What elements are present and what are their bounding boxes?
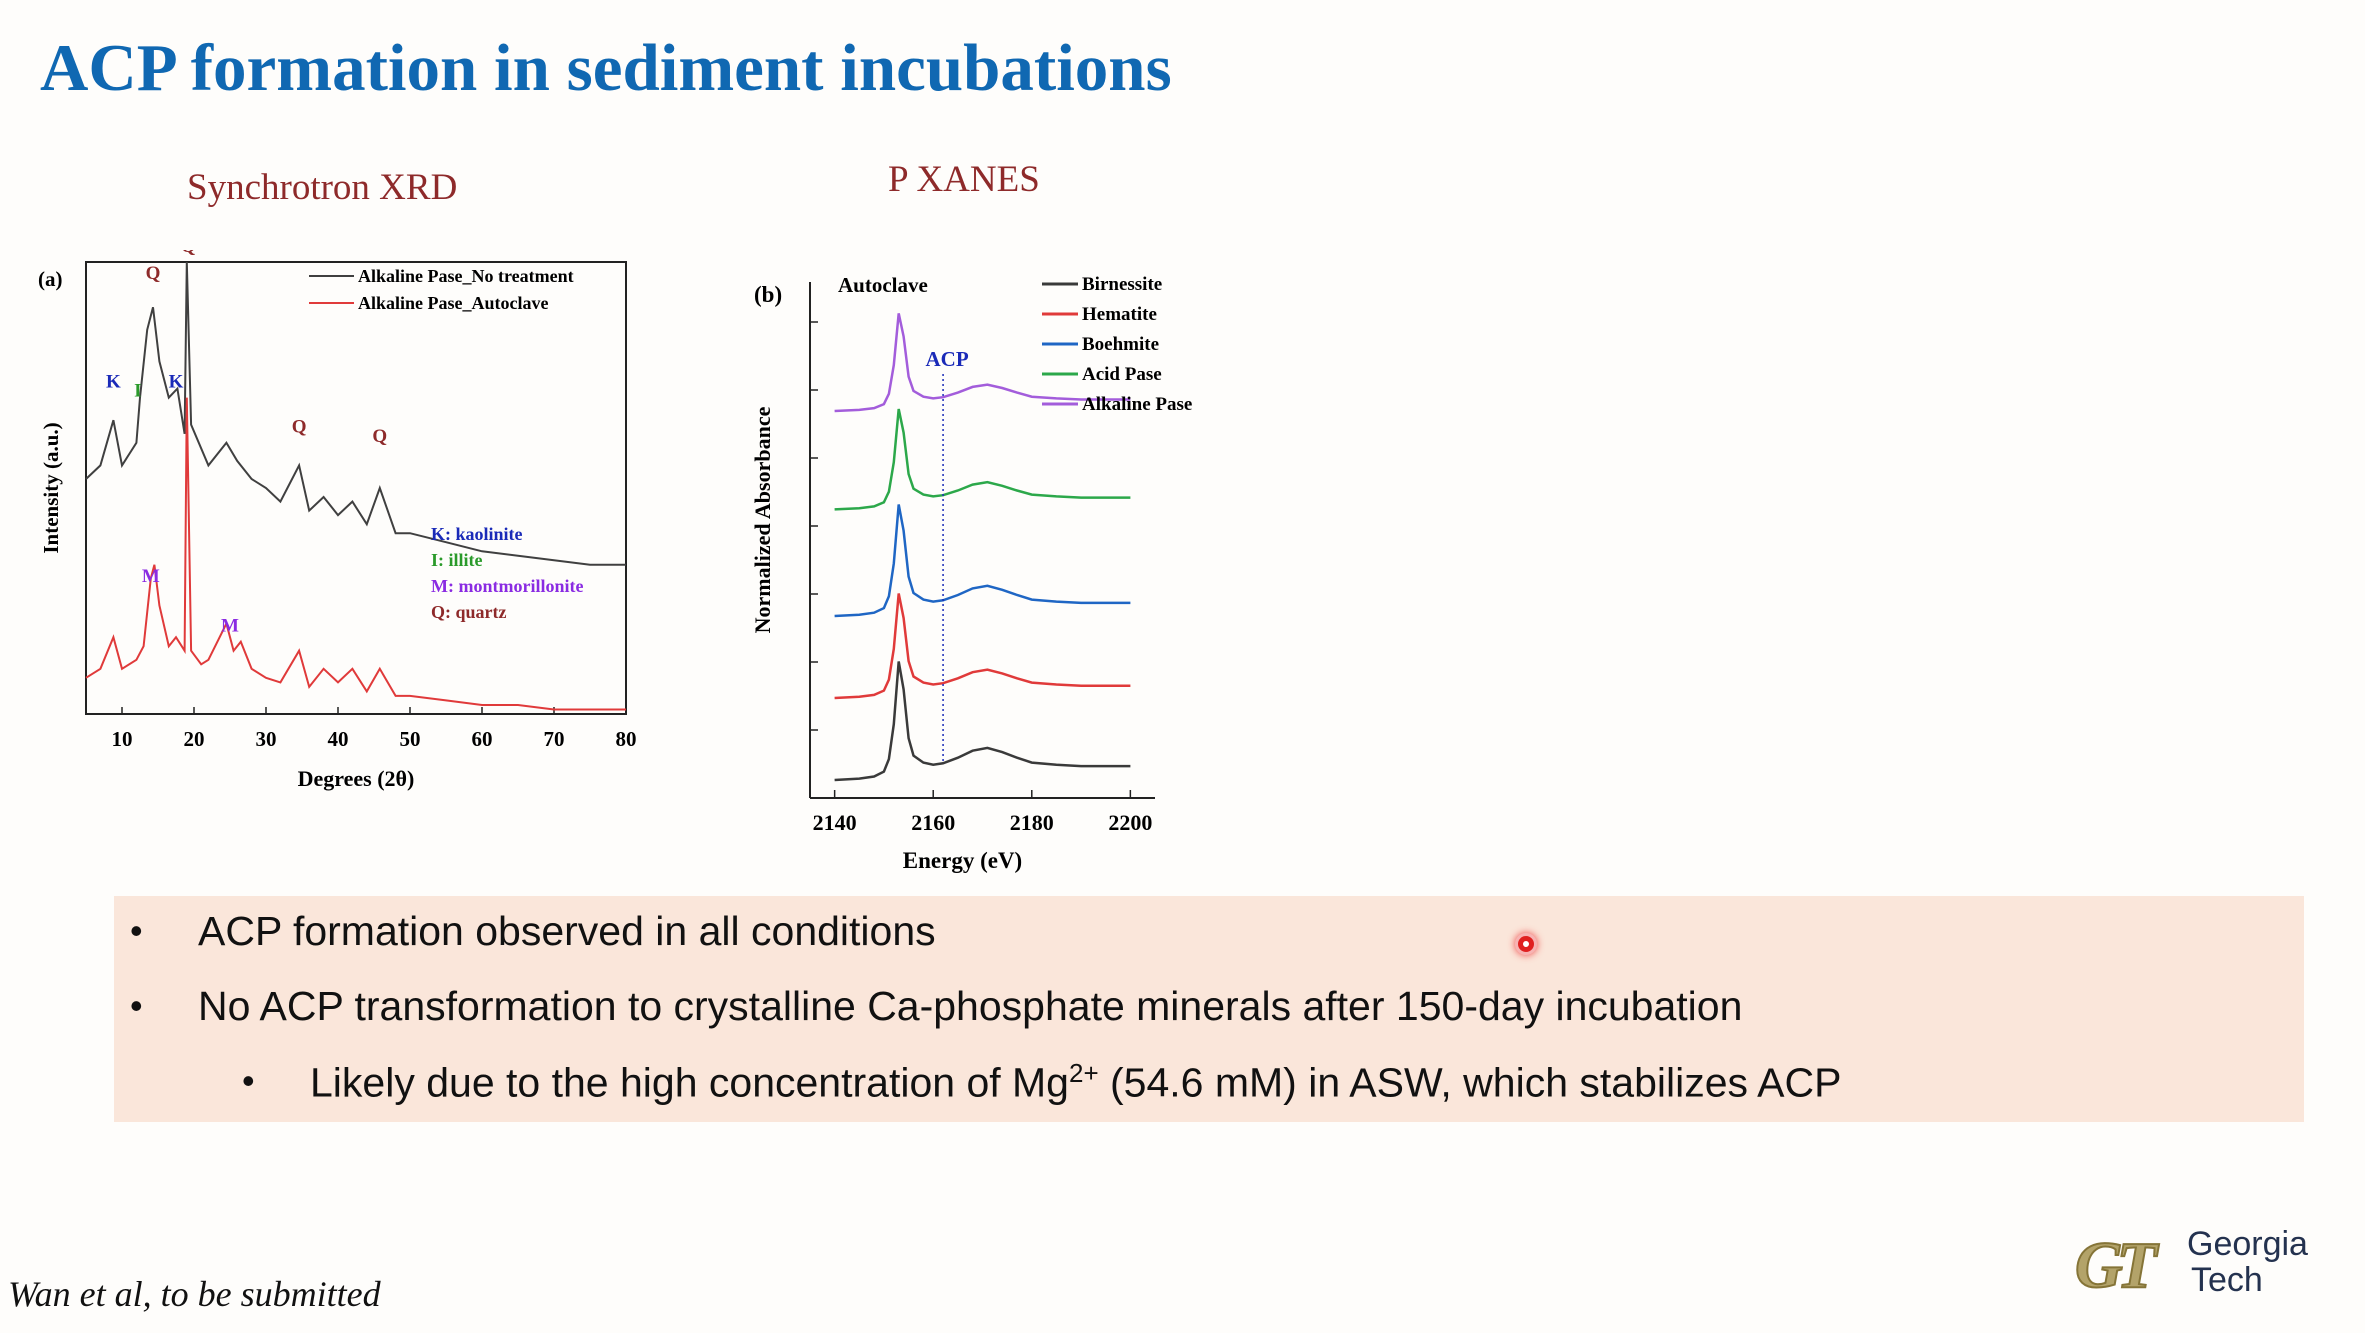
bullet-text-2: No ACP transformation to crystalline Ca-… [198,983,1743,1029]
xrd-x-tick-label: 10 [112,727,133,751]
xrd-phase-key-item: I: illite [431,550,483,570]
slide-title: ACP formation in sediment incubations [40,31,1172,105]
xanes-x-tick-label: 2200 [1108,810,1152,835]
citation: Wan et al, to be submitted [8,1274,381,1314]
bullet-dot: • [130,910,143,951]
bullet-text-1: ACP formation observed in all conditions [198,908,936,954]
xrd-legend-label: Alkaline Pase_No treatment [358,266,574,286]
xanes-y-axis-label: Normalized Absorbance [750,406,775,633]
xrd-x-tick-label: 60 [472,727,493,751]
xanes-x-tick-label: 2140 [813,810,857,835]
xrd-peak-label: K [169,372,184,393]
xrd-phase-key-item: K: kaolinite [431,524,523,544]
bullet-box: • ACP formation observed in all conditio… [114,896,2304,1122]
xrd-y-axis-label: Intensity (a.u.) [39,422,63,553]
bullet-dot: • [130,985,143,1026]
bullet-text-3-prefix: Likely due to the high concentration of … [310,1059,1069,1106]
xanes-panel-heading: P XANES [888,159,1040,200]
xanes-panel-label: (b) [754,282,782,307]
xrd-legend-label: Alkaline Pase_Autoclave [358,293,549,313]
xanes-legend-label: Boehmite [1082,334,1159,355]
xrd-x-tick-label: 50 [400,727,421,751]
gt-monogram-icon: GT [2074,1228,2158,1303]
xrd-plot-frame [85,261,627,715]
xanes-x-axis-label: Energy (eV) [903,848,1022,873]
xanes-annotation: Autoclave [838,273,928,297]
logo-word-tech: Tech [2191,1261,2263,1299]
xrd-peak-label: Q [292,417,307,438]
xanes-series-line [834,504,1131,618]
xanes-series-line [834,593,1131,700]
xrd-peak-label: M [221,616,239,637]
mg-superscript: 2+ [1068,1058,1099,1088]
logo-word-georgia: Georgia [2187,1225,2308,1263]
xanes-series-line [834,661,1131,782]
xanes-legend-label: Hematite [1082,304,1157,325]
xrd-series-line [85,261,626,566]
xrd-chart: (a) 10 20 30 40 50 60 70 80 Degrees (2θ) Intensity… [38,250,637,791]
xrd-peak-label: I [134,381,141,402]
xanes-series-line [834,408,1131,511]
xrd-series-line [85,397,626,711]
xanes-x-tick-label: 2180 [1010,810,1054,835]
xrd-x-tick-label: 70 [544,727,565,751]
xanes-chart: 2140 2160 2180 2200 Energy (eV) Normalized Ab… [750,273,1192,873]
xrd-panel-heading: Synchrotron XRD [187,167,458,208]
xrd-x-tick-label: 30 [256,727,277,751]
xrd-phase-key-item: M: montmorillonite [431,576,583,596]
xanes-legend-label: Acid Pase [1082,364,1162,385]
xrd-x-axis-label: Degrees (2θ) [298,766,415,791]
sub-bullet-dot: • [242,1060,255,1101]
xanes-legend-label: Alkaline Pase [1082,394,1192,415]
xanes-legend-label: Birnessite [1082,274,1162,295]
xrd-peak-label: Q [181,250,196,257]
xanes-x-tick-label: 2160 [911,810,955,835]
xrd-peak-label: K [106,372,121,393]
bullet-text-3-suffix: (54.6 mM) in ASW, which stabilizes ACP [1098,1059,1842,1106]
xrd-peak-label: M [142,566,160,587]
xrd-x-tick-label: 80 [616,727,637,751]
laser-pointer-dot [1515,933,1537,955]
xanes-series-line [834,313,1131,413]
xrd-peak-label: Q [146,263,161,284]
xrd-phase-key-item: Q: quartz [431,602,507,622]
xrd-x-tick-label: 40 [328,727,349,751]
xrd-panel-label: (a) [38,267,63,291]
xrd-peak-label: Q [372,426,387,447]
xrd-x-tick-label: 20 [184,727,205,751]
bullet-text-3: Likely due to the high concentration of … [310,1058,1841,1107]
acp-marker-label: ACP [925,347,968,371]
georgia-tech-logo: GT Georgia Tech [2074,1225,2325,1305]
